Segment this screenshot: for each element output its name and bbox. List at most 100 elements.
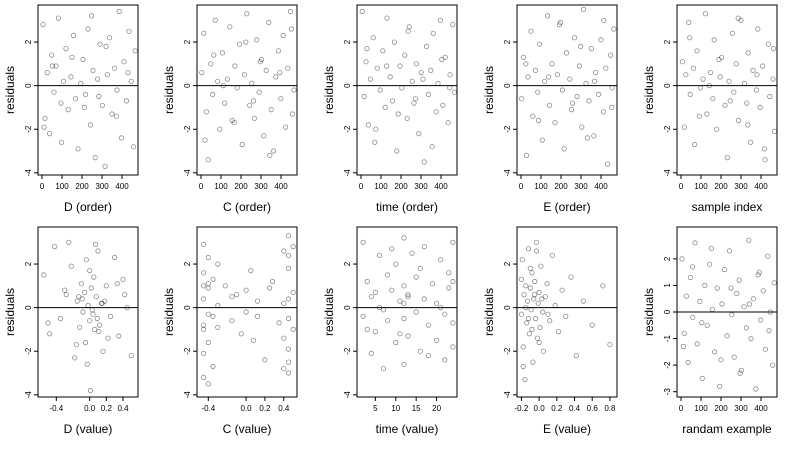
scatter-panel-3: 0 100 200 300 400 -4 -2 0 2 time (order) residuals (322, 4, 458, 214)
data-point (62, 287, 68, 293)
data-point (270, 148, 277, 154)
data-point (290, 289, 296, 295)
data-point (743, 325, 750, 331)
data-point (79, 296, 85, 302)
data-point (372, 139, 378, 145)
x-tick-label: 0.0 (84, 404, 96, 413)
data-point (254, 37, 260, 43)
data-point (425, 91, 431, 98)
data-point (573, 352, 579, 359)
data-point (201, 30, 207, 36)
data-point (285, 315, 292, 322)
data-point (280, 32, 286, 39)
data-point (199, 70, 205, 76)
data-point (519, 257, 525, 263)
data-point (718, 357, 724, 363)
data-point (107, 313, 114, 319)
x-tick-label: 100 (374, 182, 388, 191)
data-point (525, 74, 531, 80)
data-point (201, 241, 207, 247)
data-point (711, 349, 718, 355)
data-point (733, 61, 739, 67)
data-point (363, 59, 369, 65)
x-tick-label: -0.4 (201, 404, 215, 413)
data-point (567, 76, 573, 82)
data-point (88, 285, 94, 291)
data-point (215, 302, 221, 309)
data-point (210, 363, 216, 370)
x-tick-label: 400 (434, 182, 448, 191)
data-point (116, 333, 122, 339)
data-point (761, 146, 768, 152)
x-axis-label: C (value) (223, 422, 272, 436)
data-point (545, 74, 552, 80)
data-point (268, 107, 274, 113)
data-point (540, 309, 546, 315)
y-tick-label: -2 (503, 125, 512, 133)
data-point (583, 80, 589, 87)
data-point (413, 61, 419, 67)
data-point (420, 76, 426, 82)
data-point (222, 283, 228, 289)
data-point (114, 281, 120, 287)
data-point (276, 320, 282, 326)
x-tick-label: 100 (55, 182, 69, 191)
data-point (580, 298, 587, 304)
data-point (250, 98, 256, 104)
data-point (694, 48, 700, 54)
data-point (755, 272, 761, 278)
data-point (87, 122, 94, 128)
data-point (83, 91, 89, 98)
data-point (373, 126, 379, 132)
data-point (428, 67, 434, 74)
data-point (368, 294, 374, 300)
y-tick-label: 2 (503, 261, 512, 266)
x-axis-label: time (value) (376, 422, 439, 436)
data-point (534, 335, 541, 341)
data-point (601, 17, 607, 23)
data-point (767, 309, 773, 315)
data-point (217, 126, 223, 132)
data-point (405, 28, 411, 34)
data-point (745, 122, 751, 128)
data-point (365, 122, 371, 128)
plot-frame (516, 226, 618, 398)
data-point (278, 96, 284, 102)
data-point (748, 335, 754, 342)
data-point (568, 107, 575, 113)
data-point (727, 98, 733, 104)
y-tick-label: -3 (663, 388, 672, 396)
data-points (359, 8, 457, 165)
data-point (546, 102, 553, 108)
data-point (574, 93, 580, 100)
data-point (87, 387, 94, 394)
data-point (600, 109, 607, 115)
data-point (417, 348, 423, 354)
data-point (125, 70, 131, 76)
data-point (607, 342, 613, 348)
data-point (97, 41, 103, 47)
data-point (450, 278, 456, 285)
data-point (540, 348, 547, 354)
plot-frame (676, 4, 778, 176)
data-point (384, 272, 391, 278)
data-point (535, 89, 541, 95)
data-point (429, 144, 435, 150)
data-point (766, 327, 772, 334)
data-point (367, 76, 373, 82)
data-point (450, 320, 456, 326)
data-point (258, 56, 265, 63)
data-point (524, 298, 531, 304)
data-point (726, 78, 732, 84)
data-point (72, 355, 78, 361)
data-point (68, 74, 74, 80)
data-point (536, 41, 543, 47)
data-point (438, 304, 444, 311)
x-tick-label: 400 (754, 404, 768, 413)
data-point (746, 237, 752, 243)
data-point (750, 67, 756, 74)
y-tick-label: -2 (183, 347, 192, 355)
data-point (753, 87, 760, 93)
y-tick-label: 0 (24, 83, 33, 88)
data-point (387, 74, 393, 80)
